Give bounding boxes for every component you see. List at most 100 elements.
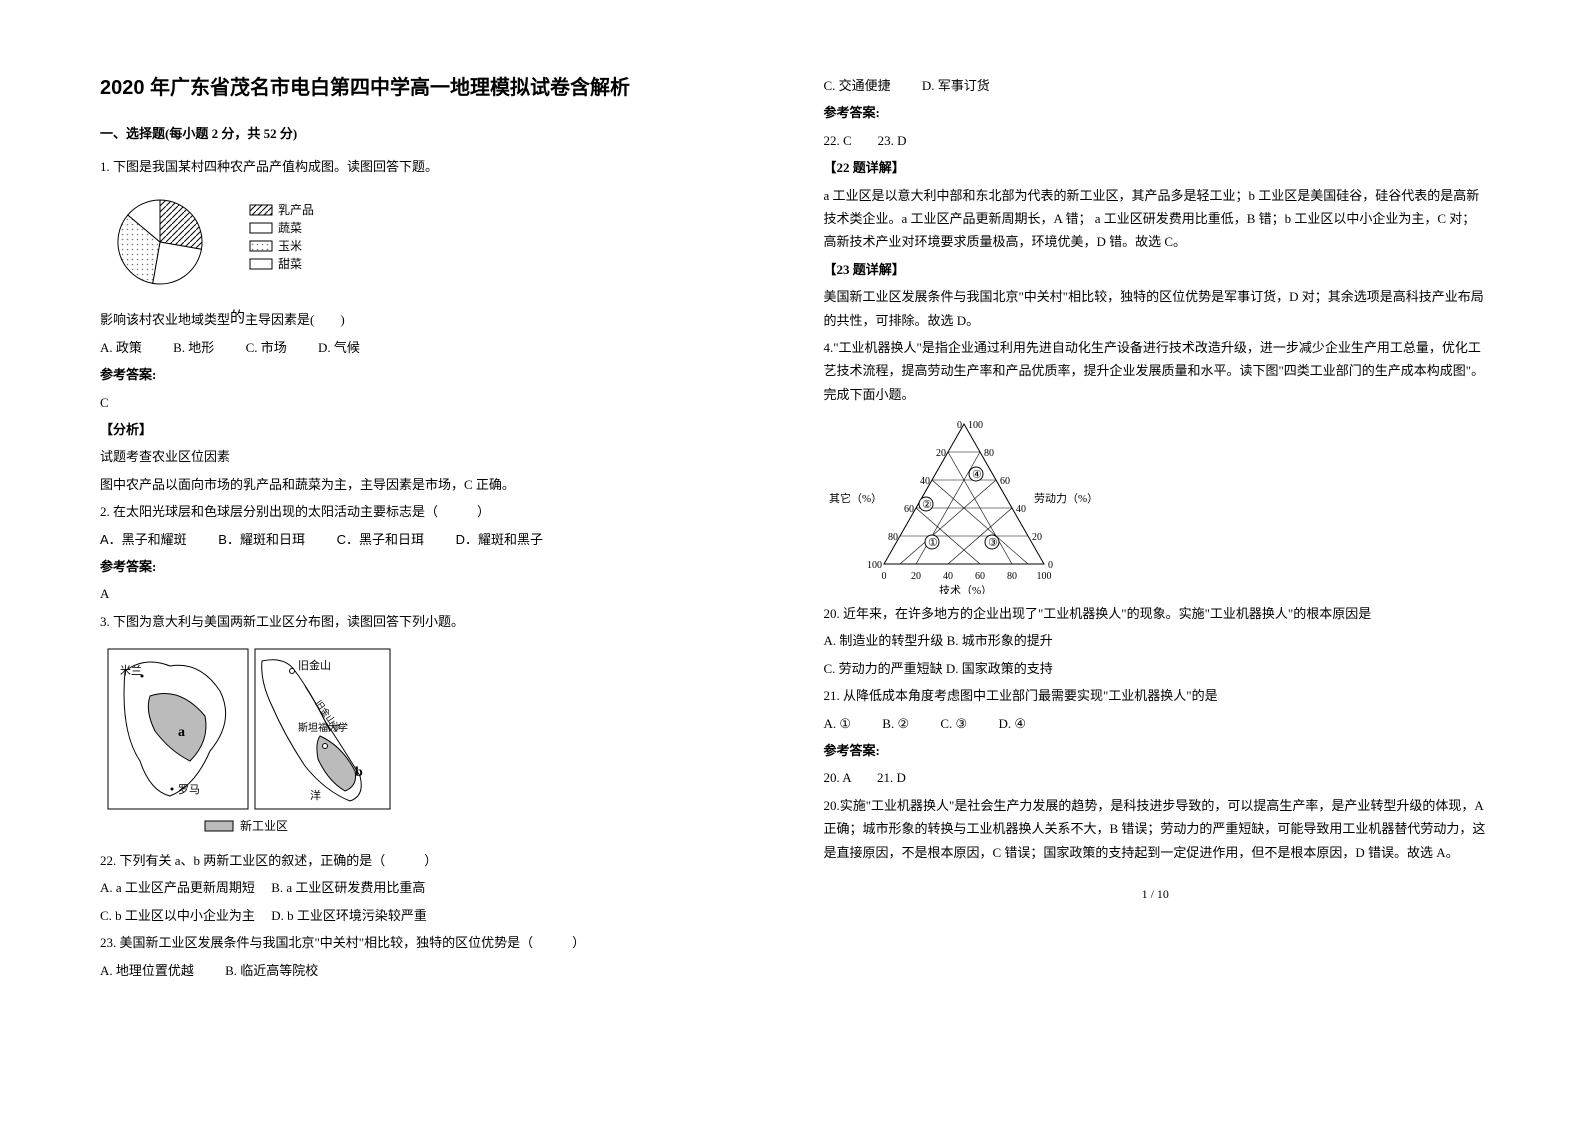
opt: C. b 工业区以中小企业为主: [100, 908, 255, 923]
axis-label: 技术（%）: [939, 584, 992, 594]
svg-text:40: 40: [1016, 504, 1026, 515]
q4-stem: 4."工业机器换人"是指企业通过利用先进自动化生产设备进行技术改造升级，进一步减…: [824, 336, 1488, 406]
q23-stem: 23. 美国新工业区发展条件与我国北京"中关村"相比较，独特的区位优势是（ ）: [100, 931, 764, 954]
q2-stem: 2. 在太阳光球层和色球层分别出现的太阳活动主要标志是（ ）: [100, 500, 764, 523]
opt: A. 政策: [100, 336, 142, 359]
answer-label: 参考答案:: [824, 101, 1488, 124]
svg-text:①: ①: [928, 537, 938, 549]
q3-map: 米兰 a 罗马 旧金山 斯坦福大学 b 洋 旧金山湾 新工业区: [100, 641, 764, 841]
q20-opts: C. 劳动力的严重短缺 D. 国家政策的支持: [824, 657, 1488, 680]
svg-text:80: 80: [984, 448, 994, 459]
svg-text:80: 80: [888, 532, 898, 543]
map-label: 洋: [310, 788, 321, 802]
opt: A．黑子和耀斑: [100, 528, 187, 551]
axis-label: 劳动力（%）: [1034, 492, 1098, 505]
opt: D. 军事订货: [922, 74, 990, 97]
q23-opts-cont: C. 交通便捷 D. 军事订货: [824, 74, 1488, 97]
q4-answer: 20. A 21. D: [824, 766, 1488, 789]
svg-text:0: 0: [957, 420, 962, 431]
answer-label: 参考答案:: [100, 363, 764, 386]
q21-opts: A. ① B. ② C. ③ D. ④: [824, 712, 1488, 735]
svg-text:0: 0: [881, 571, 886, 582]
map-label: 米兰: [120, 664, 142, 677]
svg-text:0: 0: [1048, 560, 1053, 571]
opt: D．耀斑和黑子: [456, 528, 543, 551]
detail-text: 美国新工业区发展条件与我国北京"中关村"相比较，独特的区位优势是军事订货，D 对…: [824, 285, 1488, 332]
q22-opts: C. b 工业区以中小企业为主 D. b 工业区环境污染较严重: [100, 904, 764, 927]
answer-label: 参考答案:: [100, 555, 764, 578]
q21-stem: 21. 从降低成本角度考虑图中工业部门最需要实现"工业机器换人"的是: [824, 684, 1488, 707]
map-legend: 新工业区: [240, 818, 288, 833]
svg-text:100: 100: [867, 560, 882, 571]
q4-triangle: 0 20 40 60 80 100 100 80 60 40 20 0 0 20 40 60 80 10…: [824, 414, 1488, 594]
svg-text:④: ④: [972, 469, 982, 481]
map-label: 罗马: [178, 783, 200, 796]
opt: C. ③: [940, 712, 967, 735]
analysis-text: 试题考查农业区位因素: [100, 445, 764, 468]
svg-text:100: 100: [968, 420, 983, 431]
analysis-heading: 【分析】: [100, 418, 764, 441]
q22-opts: A. a 工业区产品更新周期短 B. a 工业区研发费用比重高: [100, 876, 764, 899]
q2-answer: A: [100, 582, 764, 605]
opt: D. ④: [998, 712, 1026, 735]
q1-substem: 影响该村农业地域类型的主导因素是( ): [100, 305, 764, 332]
svg-text:60: 60: [975, 571, 985, 582]
svg-text:20: 20: [936, 448, 946, 459]
right-column: C. 交通便捷 D. 军事订货 参考答案: 22. C 23. D 【22 题详…: [824, 70, 1488, 1092]
page-number: 1 / 10: [824, 884, 1488, 906]
map-label: b: [355, 765, 363, 780]
detail-heading: 【22 题详解】: [824, 156, 1488, 179]
svg-text:100: 100: [1036, 571, 1051, 582]
q2-options: A．黑子和耀斑 B．耀斑和日珥 C．黑子和日珥 D．耀斑和黑子: [100, 528, 764, 551]
q1-stem: 1. 下图是我国某村四种农产品产值构成图。读图回答下题。: [100, 155, 764, 178]
legend-item: 乳产品: [278, 203, 314, 217]
svg-text:20: 20: [1032, 532, 1042, 543]
q1-answer: C: [100, 391, 764, 414]
q22-stem: 22. 下列有关 a、b 两新工业区的叙述，正确的是（ ）: [100, 849, 764, 872]
legend-item: 蔬菜: [278, 221, 302, 235]
opt: A. 地理位置优越: [100, 959, 194, 982]
opt: B. 临近高等院校: [225, 959, 318, 982]
svg-text:40: 40: [920, 476, 930, 487]
map-label: 旧金山: [298, 658, 331, 672]
q3-stem: 3. 下图为意大利与美国两新工业区分布图，读图回答下列小题。: [100, 610, 764, 633]
detail-text: a 工业区是以意大利中部和东北部为代表的新工业区，其产品多是轻工业；b 工业区是…: [824, 184, 1488, 254]
opt: A. a 工业区产品更新周期短: [100, 880, 255, 895]
opt: B. a 工业区研发费用比重高: [271, 880, 425, 895]
map-label: a: [178, 725, 185, 740]
legend-item: 甜菜: [278, 257, 302, 271]
section-heading: 一、选择题(每小题 2 分，共 52 分): [100, 122, 764, 145]
opt: B. 地形: [173, 336, 214, 359]
opt: A. 制造业的转型升级: [824, 633, 944, 648]
opt: C. 劳动力的严重短缺: [824, 661, 943, 676]
q3-answer: 22. C 23. D: [824, 129, 1488, 152]
svg-text:③: ③: [988, 537, 998, 549]
svg-text:②: ②: [922, 499, 932, 511]
axis-label: 其它（%）: [829, 491, 882, 505]
svg-text:20: 20: [911, 571, 921, 582]
q20-opts: A. 制造业的转型升级 B. 城市形象的提升: [824, 629, 1488, 652]
opt: C．黑子和日珥: [337, 528, 424, 551]
svg-text:60: 60: [904, 504, 914, 515]
svg-text:60: 60: [1000, 476, 1010, 487]
opt: D. 气候: [318, 336, 360, 359]
opt: B. 城市形象的提升: [947, 633, 1053, 648]
svg-text:40: 40: [943, 571, 953, 582]
opt: D. 国家政策的支持: [946, 661, 1053, 676]
analysis-text: 图中农产品以面向市场的乳产品和蔬菜为主，主导因素是市场，C 正确。: [100, 473, 764, 496]
q1-options: A. 政策 B. 地形 C. 市场 D. 气候: [100, 336, 764, 359]
q20-stem: 20. 近年来，在许多地方的企业出现了"工业机器换人"的现象。实施"工业机器换人…: [824, 602, 1488, 625]
opt: C. 市场: [246, 336, 287, 359]
detail-heading: 【23 题详解】: [824, 258, 1488, 281]
opt: A. ①: [824, 712, 852, 735]
page-title: 2020 年广东省茂名市电白第四中学高一地理模拟试卷含解析: [100, 70, 764, 106]
left-column: 2020 年广东省茂名市电白第四中学高一地理模拟试卷含解析 一、选择题(每小题 …: [100, 70, 764, 1092]
opt: C. 交通便捷: [824, 74, 891, 97]
opt: B．耀斑和日珥: [218, 528, 305, 551]
opt: D. b 工业区环境污染较严重: [271, 908, 427, 923]
q1-chart: 乳产品 蔬菜 玉米 甜菜: [100, 187, 764, 297]
detail-text: 20.实施"工业机器换人"是社会生产力发展的趋势，是科技进步导致的，可以提高生产…: [824, 794, 1488, 864]
opt: B. ②: [882, 712, 909, 735]
answer-label: 参考答案:: [824, 739, 1488, 762]
svg-text:80: 80: [1007, 571, 1017, 582]
